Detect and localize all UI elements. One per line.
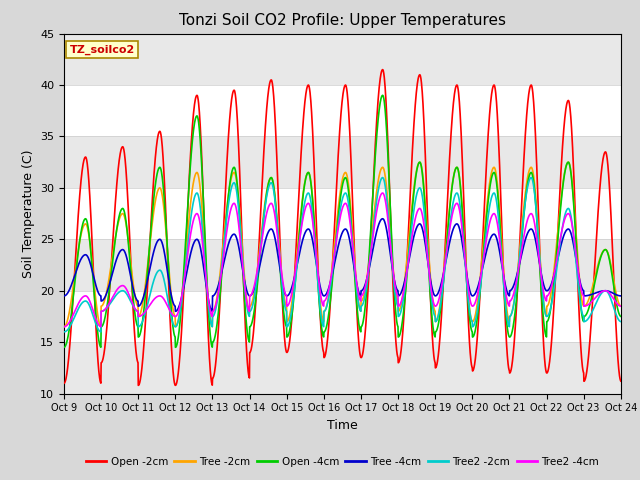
Text: TZ_soilco2: TZ_soilco2	[70, 44, 135, 55]
Title: Tonzi Soil CO2 Profile: Upper Temperatures: Tonzi Soil CO2 Profile: Upper Temperatur…	[179, 13, 506, 28]
Bar	[64, 34, 621, 85]
Bar	[64, 240, 621, 291]
X-axis label: Time: Time	[327, 419, 358, 432]
Bar	[64, 136, 621, 188]
Legend: Open -2cm, Tree -2cm, Open -4cm, Tree -4cm, Tree2 -2cm, Tree2 -4cm: Open -2cm, Tree -2cm, Open -4cm, Tree -4…	[81, 453, 604, 471]
Y-axis label: Soil Temperature (C): Soil Temperature (C)	[22, 149, 35, 278]
Bar	[64, 342, 621, 394]
